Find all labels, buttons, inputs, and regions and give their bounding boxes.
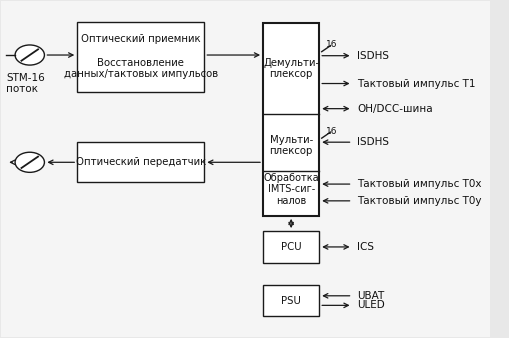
Text: PCU: PCU <box>281 242 301 252</box>
Text: Тактовый импульс Т0у: Тактовый импульс Т0у <box>357 196 482 206</box>
Text: ISDHS: ISDHS <box>357 51 389 61</box>
Bar <box>263 231 319 263</box>
Text: ОН/DCC-шина: ОН/DCC-шина <box>357 104 433 114</box>
Bar <box>77 142 204 183</box>
Text: Обработка
IMTS-сиг-
налов: Обработка IMTS-сиг- налов <box>263 172 319 206</box>
Text: Мульти-
плексор: Мульти- плексор <box>269 135 313 156</box>
Bar <box>263 285 319 316</box>
Text: Тактовый импульс Т0х: Тактовый импульс Т0х <box>357 179 482 189</box>
Text: STM-16
поток: STM-16 поток <box>6 73 45 94</box>
Text: Демульти-
плексор: Демульти- плексор <box>263 57 319 79</box>
Bar <box>77 22 204 92</box>
Text: UBAT: UBAT <box>357 291 385 301</box>
Text: 16: 16 <box>326 41 337 49</box>
Text: 16: 16 <box>326 127 337 136</box>
Text: ULED: ULED <box>357 300 385 310</box>
Text: ICS: ICS <box>357 242 375 252</box>
Text: Оптический передатчик: Оптический передатчик <box>76 157 206 167</box>
Circle shape <box>15 152 44 172</box>
Text: Тактовый импульс Т1: Тактовый импульс Т1 <box>357 78 476 89</box>
Text: Оптический приемник

Восстановление
данных/тактовых импульсов: Оптический приемник Восстановление данны… <box>64 34 218 79</box>
Text: PSU: PSU <box>281 295 301 306</box>
Bar <box>263 23 319 216</box>
Text: ISDHS: ISDHS <box>357 137 389 147</box>
Circle shape <box>15 45 44 65</box>
